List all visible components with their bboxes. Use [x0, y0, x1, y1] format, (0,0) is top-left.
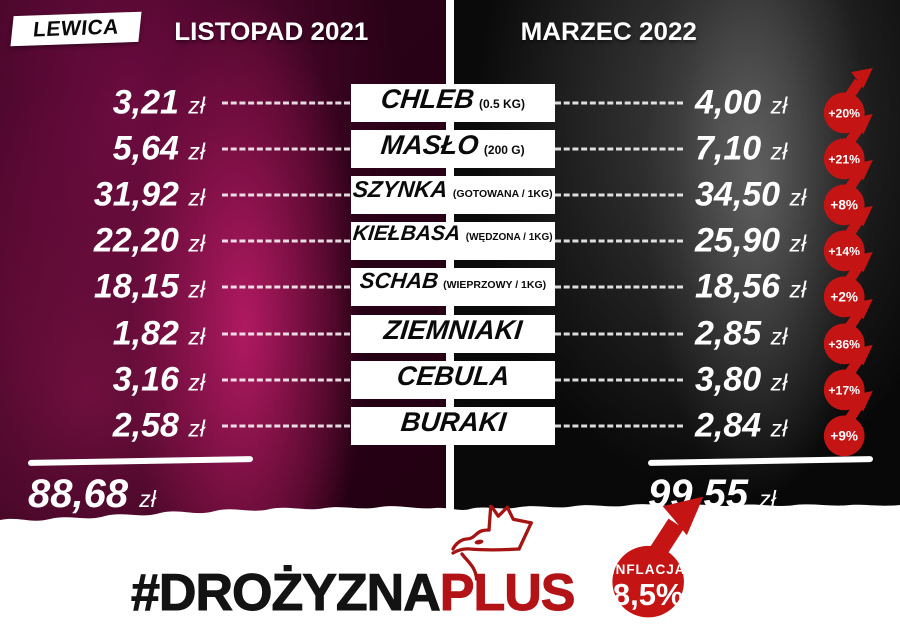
svg-text:INFLACJA: INFLACJA — [611, 562, 686, 577]
svg-text:8,5%: 8,5% — [613, 577, 683, 612]
svg-text:+9%: +9% — [830, 429, 858, 444]
